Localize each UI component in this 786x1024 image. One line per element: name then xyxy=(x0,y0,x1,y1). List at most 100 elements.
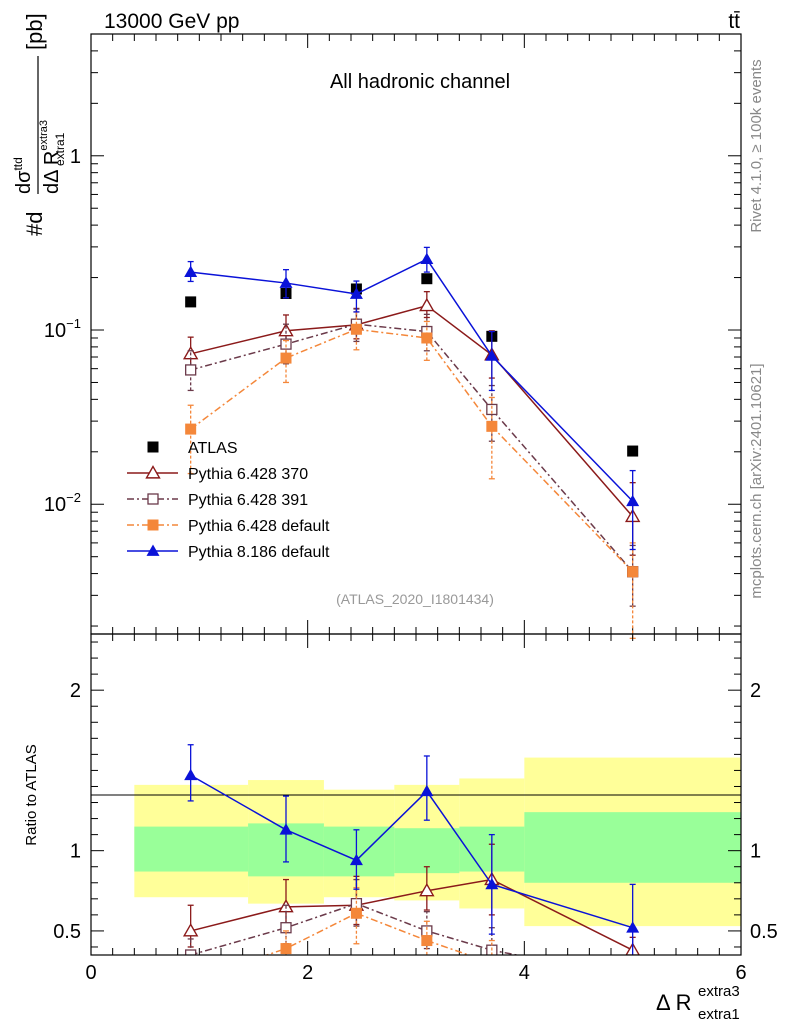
ratio-xtick-label: 6 xyxy=(735,962,746,984)
ratio-data-point xyxy=(280,943,292,955)
data-point xyxy=(278,322,294,337)
legend: ATLAS Pythia 6.428 370 Pythia 6.428 391 Pyt… xyxy=(127,440,330,561)
series-pythia-6-428-default xyxy=(185,311,639,639)
main-panel-ticks: 10−210−11 xyxy=(44,33,742,634)
ylabel-denom-sup: extra3 xyxy=(38,120,50,151)
analysis-tag: (ATLAS_2020_I1801434) xyxy=(336,591,494,607)
legend-entry: ATLAS xyxy=(147,440,238,457)
xlabel-main: Δ R xyxy=(656,990,691,1015)
main-ylabel: #d dσttd dΔ Rextra3 extra1 [pb] xyxy=(11,13,67,236)
xlabel-sup: extra3 xyxy=(698,983,740,1000)
svg-text:dσttd: dσttd xyxy=(11,157,35,194)
ratio-ytick-label-left: 2 xyxy=(70,680,81,702)
data-point xyxy=(419,297,435,312)
legend-entry: Pythia 6.428 391 xyxy=(127,492,308,509)
ratio-data-point xyxy=(486,958,497,969)
ratio-panel-series xyxy=(182,744,640,986)
ratio-data-point xyxy=(279,823,293,835)
mcplots-label: mcplots.cern.ch [arXiv:2401.10621] xyxy=(748,363,765,598)
ratio-series-line xyxy=(190,774,633,929)
series-line xyxy=(190,258,634,502)
series-pythia-8-186-default xyxy=(184,246,640,551)
ratio-data-point xyxy=(350,907,362,919)
legend-entry: Pythia 8.186 default xyxy=(127,544,330,561)
band-green xyxy=(134,826,249,872)
legend-marker xyxy=(145,465,161,479)
ratio-uncertainty-bands xyxy=(134,757,741,927)
ratio-series-pythia-8-186-default xyxy=(184,744,640,955)
band-green xyxy=(394,828,460,874)
ratio-data-point xyxy=(421,935,433,947)
main-ytick-label: 10−2 xyxy=(44,490,81,516)
data-point xyxy=(486,420,498,432)
header-process-label: tt̄ xyxy=(728,10,740,33)
main-ytick-base: 10 xyxy=(44,320,66,342)
data-point xyxy=(626,494,640,507)
ratio-data-point xyxy=(628,972,638,982)
main-panel-series xyxy=(182,246,641,639)
legend-label: Pythia 6.428 default xyxy=(188,518,330,535)
main-ytick-exp: −1 xyxy=(66,316,81,331)
data-point xyxy=(184,265,198,277)
data-point xyxy=(420,252,434,265)
series-line xyxy=(190,323,634,573)
svg-text:extra3: extra3 xyxy=(698,983,740,1000)
ratio-ytick-label-left: 1 xyxy=(70,841,81,863)
ratio-ytick-label-right: 1 xyxy=(750,841,761,863)
legend-marker xyxy=(147,493,159,505)
ratio-xtick-label: 0 xyxy=(85,962,96,984)
data-point xyxy=(185,296,197,308)
ratio-data-point xyxy=(626,921,640,933)
series-line xyxy=(190,328,634,573)
data-point xyxy=(280,352,292,364)
data-point xyxy=(280,338,292,350)
ylabel-unit: [pb] xyxy=(22,13,47,50)
ratio-xlabel: Δ R extra3 extra1 xyxy=(656,983,740,1023)
data-point xyxy=(421,332,433,344)
main-ytick-label: 10−1 xyxy=(44,316,81,342)
data-point xyxy=(350,323,362,335)
ylabel-numer-sup: ttd xyxy=(11,157,25,170)
ratio-data-point xyxy=(185,949,197,955)
ratio-data-point xyxy=(627,972,638,983)
data-point xyxy=(486,403,498,416)
data-point xyxy=(627,566,639,578)
ratio-data-point xyxy=(185,975,196,986)
ratio-ytick-label-right: 0.5 xyxy=(750,921,778,943)
ratio-data-point xyxy=(419,882,435,897)
legend-entry: Pythia 6.428 default xyxy=(127,518,330,535)
band-green xyxy=(524,812,741,883)
ratio-ytick-label-left: 0.5 xyxy=(53,921,81,943)
data-point xyxy=(185,423,197,435)
svg-text:#d: #d xyxy=(22,212,47,236)
ratio-data-point xyxy=(182,923,199,937)
svg-text:Δ R: Δ R xyxy=(656,990,691,1015)
data-point xyxy=(421,273,433,285)
ylabel-denom-sub: extra1 xyxy=(53,132,67,166)
series-atlas xyxy=(185,273,639,457)
rivet-label: Rivet 4.1.0, ≥ 100k events xyxy=(748,59,765,232)
ratio-data-point xyxy=(349,853,363,866)
ratio-ytick-label-right: 2 xyxy=(750,680,761,702)
ratio-data-point xyxy=(485,877,499,890)
data-point xyxy=(185,364,197,376)
series-pythia-6-428-370 xyxy=(182,291,641,556)
data-point xyxy=(485,349,499,361)
data-point xyxy=(349,287,363,299)
legend-marker xyxy=(147,441,159,453)
header-energy-label: 13000 GeV pp xyxy=(104,10,239,33)
legend-entry: Pythia 6.428 370 xyxy=(127,465,308,483)
ylabel-denom: dΔ R xyxy=(41,151,63,194)
ylabel-hashd: #d xyxy=(22,212,47,236)
ratio-ylabel: Ratio to ATLAS xyxy=(23,744,40,845)
ratio-panel-frame xyxy=(90,633,742,956)
legend-label: Pythia 8.186 default xyxy=(188,544,330,561)
ratio-xtick-label: 2 xyxy=(302,962,313,984)
data-point xyxy=(279,276,293,288)
svg-text:[pb]: [pb] xyxy=(22,13,47,50)
legend-marker xyxy=(146,544,160,556)
legend-label: Pythia 6.428 391 xyxy=(188,492,308,509)
data-point xyxy=(627,445,639,457)
